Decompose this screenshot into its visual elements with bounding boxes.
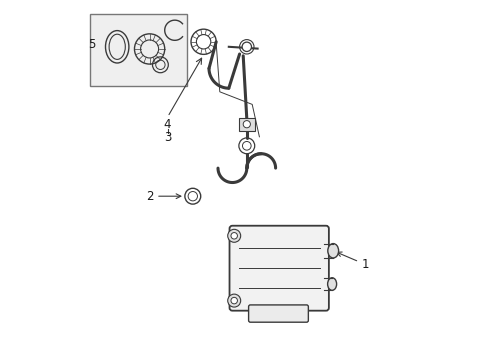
Text: 2: 2 [146,190,181,203]
Circle shape [231,297,238,304]
Circle shape [242,42,251,51]
Circle shape [228,229,241,242]
Circle shape [243,141,251,150]
Ellipse shape [328,244,339,258]
Text: 1: 1 [337,252,369,271]
Ellipse shape [328,278,337,290]
Circle shape [231,233,238,239]
FancyBboxPatch shape [229,226,329,311]
Bar [90,14,187,86]
Bar [239,118,255,131]
Circle shape [228,294,241,307]
Circle shape [243,121,250,128]
Text: 5: 5 [88,39,96,51]
Text: 4: 4 [164,118,171,131]
FancyBboxPatch shape [248,305,308,322]
Text: 3: 3 [164,131,171,144]
